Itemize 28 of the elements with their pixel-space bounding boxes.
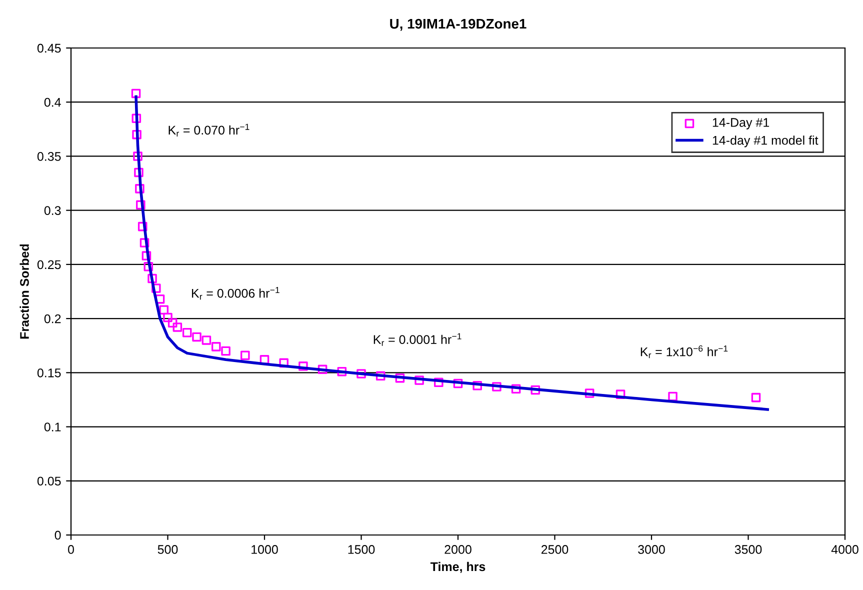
legend-label: 14-Day #1 — [712, 118, 770, 130]
x-axis-title: Time, hrs — [430, 562, 486, 573]
legend-label: 14-day #1 model fit — [712, 136, 818, 148]
x-tick-label: 3500 — [734, 545, 762, 554]
y-tick-label: 0 — [54, 530, 61, 540]
y-tick-label: 0.4 — [44, 98, 61, 107]
y-tick-label: 0.15 — [37, 368, 61, 378]
x-tick-label: 2000 — [444, 545, 472, 554]
y-tick-label: 0.25 — [37, 260, 61, 270]
x-tick-label: 500 — [158, 545, 178, 554]
x-tick-label: 4000 — [831, 545, 858, 554]
y-tick-label: 0.45 — [37, 44, 61, 53]
annotation: K$_{r}$ = 0.0006 hr$^{−1}$ — [192, 286, 280, 300]
chart-title: U, 19IM1A-19DZone1 — [390, 18, 526, 31]
annotation: K$_{r}$ = 1x10$^{−6}$ hr$^{−1}$ — [640, 345, 728, 358]
y-tick-label: 0.1 — [44, 422, 61, 432]
annotation: K$_{r}$ = 0.0001 hr$^{−1}$ — [374, 333, 462, 346]
y-axis-title: Fraction Sorbed — [20, 244, 29, 339]
x-tick-label: 2500 — [541, 545, 568, 554]
x-tick-label: 1000 — [252, 545, 278, 554]
x-tick-label: 0 — [68, 545, 74, 554]
y-tick-label: 0.3 — [44, 206, 61, 215]
x-tick-label: 3000 — [638, 545, 665, 554]
y-tick-label: 0.35 — [37, 152, 61, 161]
x-tick-label: 1500 — [348, 545, 375, 554]
annotation: K$_{r}$ = 0.070 hr$^{−1}$ — [168, 124, 250, 136]
y-tick-label: 0.2 — [44, 314, 61, 324]
y-tick-label: 0.05 — [37, 476, 61, 486]
